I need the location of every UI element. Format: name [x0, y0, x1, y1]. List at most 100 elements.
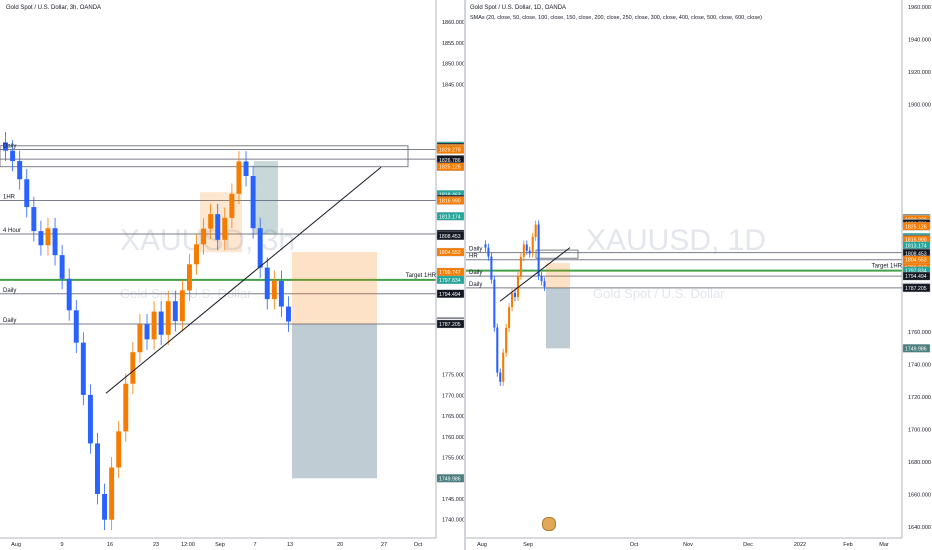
- time-tick-label: Aug: [477, 542, 487, 548]
- candle-body: [59, 255, 65, 279]
- candle-body: [250, 175, 256, 229]
- price-tag-value: 1749.986: [439, 476, 461, 482]
- price-tick-label: 1775.000: [442, 373, 464, 379]
- time-tick-label: 23: [153, 542, 159, 548]
- candle-body: [208, 214, 214, 229]
- price-tick-label: 1660.000: [908, 493, 931, 499]
- price-tag-value: 1816.990: [439, 198, 461, 204]
- level-label: Daily: [3, 144, 16, 150]
- price-tag-box: [436, 145, 464, 154]
- price-tag-value: 1825.126: [905, 224, 927, 230]
- candle-body: [24, 179, 30, 208]
- target-label: Target 1HR: [872, 264, 903, 270]
- time-tick-label: Oct: [414, 542, 423, 548]
- price-tag-box: [436, 231, 464, 241]
- price-tag: 1804.553: [902, 255, 931, 264]
- price-tag: 1808.453: [436, 231, 464, 241]
- sma-indicator-legend[interactable]: SMAs (20, close, 50, close, 100, close, …: [470, 15, 762, 21]
- candle-body: [38, 231, 44, 246]
- price-tag-value: 1804.553: [439, 250, 461, 256]
- time-tick-label: Feb: [843, 542, 852, 548]
- price-tick-label: 1640.000: [908, 525, 931, 531]
- candle-body: [243, 161, 249, 176]
- level-label: HR: [469, 254, 478, 260]
- price-tag-value: 1794.494: [905, 274, 927, 280]
- trend-line: [105, 166, 382, 394]
- candle-body: [271, 280, 277, 300]
- price-tag-box: [436, 196, 464, 205]
- left-chart-pane[interactable]: Gold Spot / U.S. Dollar, 3h, OANDA XAUUS…: [0, 0, 464, 550]
- candle-body: [172, 301, 178, 322]
- candle-body: [31, 207, 37, 232]
- candle-body: [502, 352, 505, 382]
- candle-body: [137, 324, 143, 353]
- price-tag: 1829.279: [436, 145, 464, 154]
- price-tick-label: 1770.000: [442, 393, 464, 399]
- price-tag-box: [436, 319, 464, 329]
- candle-body: [264, 267, 270, 300]
- candle-body: [257, 228, 263, 268]
- time-tick-label: 12:00: [181, 542, 195, 548]
- candle-body: [52, 228, 58, 256]
- currency-icon[interactable]: [542, 517, 556, 531]
- level-label: 4 Hour: [3, 228, 21, 234]
- candle-body: [215, 214, 221, 240]
- price-tick-label: 1680.000: [908, 460, 931, 466]
- candle-body: [496, 327, 499, 373]
- candle-body: [505, 327, 508, 353]
- entry-zone: [200, 192, 242, 253]
- candle-body: [109, 467, 115, 520]
- price-tag-box: [436, 247, 464, 257]
- time-tick-label: Aug: [11, 542, 21, 548]
- candle-body: [543, 281, 546, 287]
- time-tick-label: 2022: [794, 542, 806, 548]
- time-tick-label: Sep: [215, 542, 225, 548]
- candle-body: [513, 292, 517, 298]
- price-tag-value: 1829.279: [439, 148, 461, 154]
- watermark-symbol: XAUUSD, 3h: [120, 224, 295, 257]
- candle-body: [201, 228, 207, 245]
- candle-body: [525, 244, 528, 251]
- candle-body: [123, 383, 129, 432]
- price-tick-label: 1900.000: [908, 103, 931, 109]
- price-tag-box: [436, 162, 464, 171]
- price-tick-label: 1760.000: [442, 435, 464, 441]
- risk-zone: [546, 263, 570, 288]
- candle-body: [531, 236, 534, 254]
- trend-line: [499, 247, 571, 302]
- price-tag-value: 1808.453: [439, 234, 461, 240]
- candle-body: [158, 311, 164, 335]
- target-label: Target 1HR: [406, 273, 437, 279]
- time-tick-label: Oct: [630, 542, 639, 548]
- level-label: Daily: [469, 282, 482, 288]
- candle-body: [487, 247, 490, 257]
- price-tag: 1804.553: [436, 247, 464, 257]
- price-tag: 1825.126: [902, 222, 931, 231]
- price-tick-label: 1855.000: [442, 41, 464, 47]
- level-label: 1HR: [3, 194, 16, 200]
- price-tag: 1794.494: [902, 271, 931, 281]
- level-label: Daily: [469, 247, 482, 253]
- price-tag-value: 1813.174: [439, 214, 461, 220]
- price-tag-value: 1816.990: [905, 238, 927, 244]
- price-tag-value: 1826.786: [439, 158, 461, 164]
- candle-body: [278, 280, 284, 307]
- price-tag-box: [436, 474, 464, 483]
- candle-body: [516, 275, 519, 298]
- price-tag-value: 1808.453: [905, 251, 927, 257]
- candle-body: [116, 431, 122, 468]
- candle-body: [537, 224, 540, 277]
- candle-body: [493, 279, 496, 328]
- candle-body: [130, 352, 136, 384]
- candle-body: [66, 278, 72, 311]
- pane-separator[interactable]: [464, 0, 466, 550]
- price-tag-box: [436, 212, 464, 221]
- candle-body: [285, 306, 291, 322]
- price-tick-label: 1700.000: [908, 428, 931, 434]
- time-tick-label: 16: [107, 542, 113, 548]
- candle-body: [519, 256, 522, 276]
- price-tag: 1816.990: [436, 196, 464, 205]
- right-chart-pane[interactable]: Gold Spot / U.S. Dollar, 1D, OANDA SMAs …: [466, 0, 932, 550]
